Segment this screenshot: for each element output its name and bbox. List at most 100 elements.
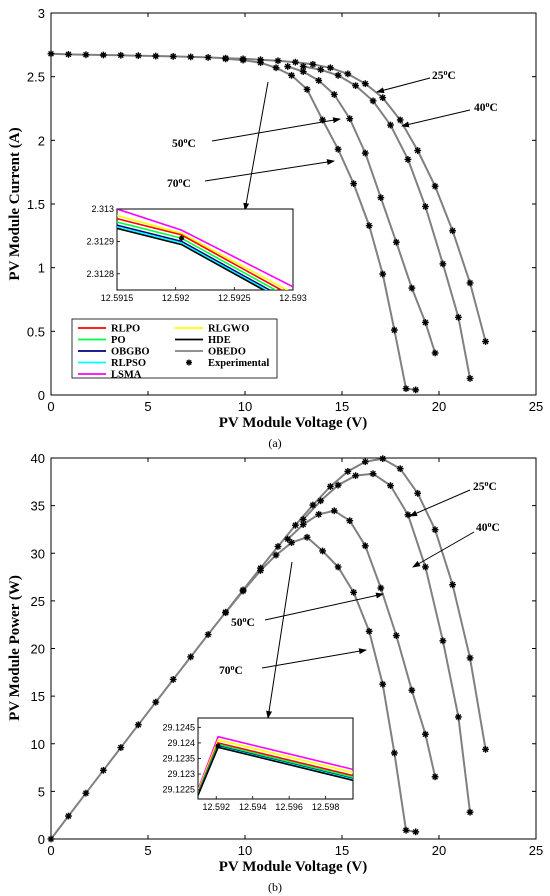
data-point-25c-a-stroke [65,51,72,58]
data-point-25c-b [204,631,212,638]
data-point-70c-b-stroke [304,534,310,541]
ytick-label-b: 30 [31,546,45,561]
data-point-40c-b-stroke [422,564,429,570]
data-point-25c-a-stroke [482,338,489,345]
data-point-70c-a-stroke [222,55,229,62]
arrow-40c-a [401,109,471,128]
annotations-b: 25oC 40oC 50oC 70oC [219,479,500,719]
data-point-25c-a [187,53,195,61]
data-point-70c-a-stroke [366,222,373,229]
data-point-50c-a [361,149,369,157]
data-point-40c-b-stroke [300,516,307,523]
data-point-25c-b [326,483,334,490]
annot-40c-b: 40oC [476,520,500,534]
inset-xtick-label-b: 12.598 [312,802,340,812]
data-point-25c-a-stroke [275,57,281,64]
data-point-50c-b [431,773,439,781]
data-point-25c-b [466,654,474,662]
data-point-70c-a-stroke [319,117,326,123]
data-point-50c-a-stroke [315,77,322,84]
data-point-70c-a-stroke [304,86,310,93]
inset-data-point-a-stroke [179,235,184,241]
data-point-25c-b-stroke [275,543,281,550]
arrow-70c-a [204,159,335,182]
data-point-50c-b [315,510,323,518]
inset-a: 12.5915 12.592 12.5925 12.593 2.3128 2.3129 2.… [86,204,306,303]
annot-50c-a: 50oC [172,136,196,150]
data-point-25c-b-stroke [205,631,212,638]
ytick-label-b: 40 [31,451,45,466]
data-point-25c-b-stroke [117,744,124,751]
inset-data-point-b [215,743,221,749]
data-point-50c-b-stroke [346,517,353,524]
data-point-40c-b [422,563,429,571]
data-point-40c-b-stroke [439,637,446,644]
data-point-50c-a [377,194,385,202]
data-point-25c-a-stroke [100,52,107,58]
data-point-70c-a-stroke [288,72,295,79]
ylabel-b: PV Module Power (W) [7,575,23,721]
data-point-25c-b-stroke [152,699,159,706]
caption-b: (b) [268,880,282,894]
data-point-25c-a [449,227,456,235]
legend-a: RLPO RLGWO PO HDE OBGBO OBEDO RLPSO Experimenta… [71,318,278,381]
ytick-label-a: 3 [38,6,45,21]
data-point-25c-a [47,50,55,58]
data-point-25c-a [326,64,334,72]
data-point-25c-b [396,465,404,473]
data-point-40c-b [387,482,394,490]
data-point-25c-a-stroke [362,80,369,87]
xtick-label-a: 15 [335,399,349,414]
data-point-70c-a [334,145,342,153]
annot-50c-a-sup: o [184,136,188,145]
data-point-25c-b-stroke [48,836,54,842]
data-point-40c-b-stroke [370,470,376,477]
data-point-50c-b-stroke [432,773,439,780]
data-point-70c-a-stroke [240,57,246,64]
data-point-25c-a [169,53,177,60]
data-point-25c-a [204,54,212,61]
data-point-70c-b [390,749,398,757]
xtick-label-a: 25 [529,399,543,414]
data-point-50c-a [284,63,292,70]
inset-line-obgbo-a [117,224,272,290]
data-point-70c-b-stroke [222,609,229,616]
data-point-25c-b [379,455,387,463]
data-point-50c-a-stroke [362,150,369,156]
data-point-40c-a [352,82,359,89]
data-point-25c-b [361,458,369,466]
annot-25c-a-unit: C [448,70,456,82]
annot-25c-b-unit: C [489,481,497,493]
arrow-70c-b [261,648,367,669]
annot-70c-b: 70oC [219,663,243,677]
data-point-25c-a [274,57,282,65]
data-point-70c-a [257,59,264,67]
caption-a: (a) [268,436,281,450]
data-point-70c-b-stroke [366,628,373,635]
series-line-25c-b [50,457,487,840]
data-point-70c-b-stroke [288,539,295,546]
annot-40c-b-unit: C [492,522,500,534]
data-point-40c-a-stroke [439,260,446,267]
data-point-40c-b-stroke [352,472,359,479]
arrow-50c-b [264,592,384,621]
data-point-40c-b [439,637,447,645]
data-point-25c-a [414,147,422,154]
data-point-70c-b-stroke [403,827,409,834]
series-group-b [47,455,489,843]
data-point-25c-a-stroke [344,70,351,77]
xtick-label-a: 5 [144,399,151,414]
data-point-70c-b [365,627,373,635]
data-point-50c-a [408,284,416,292]
data-point-40c-b-stroke [317,497,324,504]
legend-hde-label: HDE [208,335,231,346]
data-point-40c-b [334,481,342,489]
data-point-25c-b [292,521,299,529]
data-point-25c-a [292,58,299,66]
annot-70c-a-sup: o [179,176,183,185]
data-point-40c-a-stroke [335,72,342,79]
data-point-50c-b [377,584,385,592]
data-point-70c-b [303,533,311,541]
data-point-70c-a [379,270,387,278]
